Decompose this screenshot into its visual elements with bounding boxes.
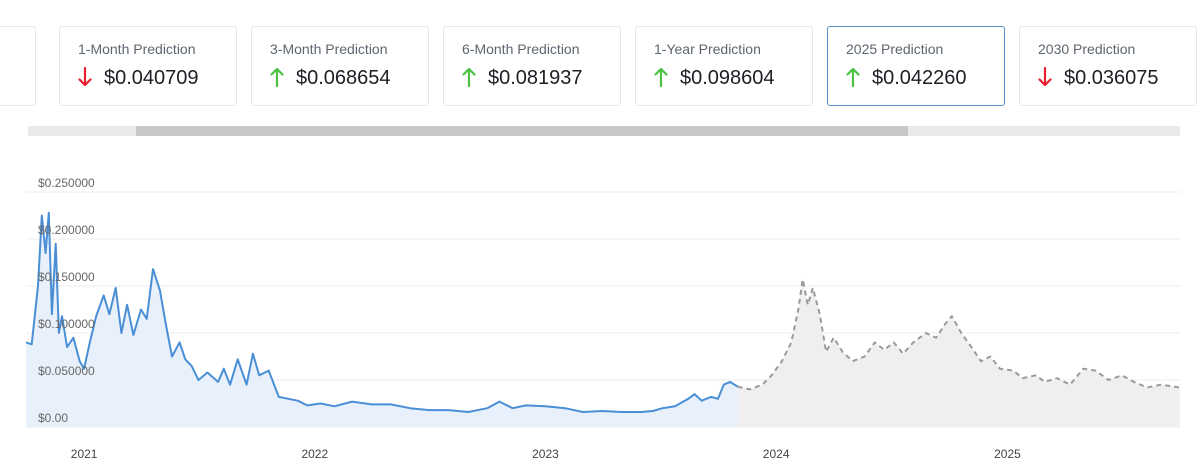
card-label: 1-Year Prediction: [654, 41, 761, 57]
card-label: 2025 Prediction: [846, 41, 944, 57]
prediction-card-1-month[interactable]: 1-Month Prediction $0.040709: [59, 26, 237, 106]
prediction-line: [737, 278, 1181, 391]
y-tick-label: $0.00: [38, 411, 68, 425]
arrow-up-icon: [654, 67, 668, 88]
x-tick-label: 2022: [301, 447, 328, 461]
x-tick-label: 2023: [532, 447, 559, 461]
card-value: $0.098604: [680, 67, 775, 89]
y-axis-ticks: $0.00 $0.050000 $0.100000 $0.150000 $0.20000…: [38, 176, 95, 425]
y-tick-label: $0.100000: [38, 317, 95, 331]
card-label: 2030 Prediction: [1038, 41, 1136, 57]
card-value: $0.081937: [488, 67, 583, 89]
cards-scrollbar[interactable]: [28, 126, 1180, 136]
prediction-card-2025[interactable]: 2025 Prediction $0.042260: [827, 26, 1005, 106]
arrow-up-icon: [462, 67, 476, 88]
scrollbar-thumb[interactable]: [136, 126, 908, 136]
card-value: $0.068654: [296, 67, 391, 89]
y-tick-label: $0.050000: [38, 364, 95, 378]
card-label: 6-Month Prediction: [462, 41, 580, 57]
prediction-area: [737, 279, 1180, 427]
historical-line: [25, 211, 739, 413]
lines: [25, 211, 1181, 413]
prediction-card-2030[interactable]: 2030 Prediction $0.036075: [1019, 26, 1197, 106]
x-tick-label: 2025: [994, 447, 1021, 461]
prediction-cards: 1-Month Prediction $0.040709 3-Month Pre…: [0, 0, 1200, 122]
x-tick-label: 2021: [71, 447, 98, 461]
price-chart: $0.00 $0.050000 $0.100000 $0.150000 $0.20000…: [25, 176, 1181, 461]
y-tick-label: $0.250000: [38, 176, 95, 190]
x-axis-ticks: 2021 2022 2023 2024 2025: [71, 447, 1021, 461]
areas: [26, 212, 1180, 427]
prediction-card-3-month[interactable]: 3-Month Prediction $0.068654: [251, 26, 429, 106]
prediction-card-6-month[interactable]: 6-Month Prediction $0.081937: [443, 26, 621, 106]
arrow-down-icon: [78, 66, 92, 87]
card-value: $0.036075: [1064, 67, 1159, 89]
prediction-card-1-year[interactable]: 1-Year Prediction $0.098604: [635, 26, 813, 106]
y-tick-label: $0.200000: [38, 223, 95, 237]
historical-area: [26, 212, 738, 427]
y-tick-label: $0.150000: [38, 270, 95, 284]
arrow-up-icon: [270, 67, 284, 88]
prediction-card-partial[interactable]: [0, 26, 36, 106]
card-label: 1-Month Prediction: [78, 41, 196, 57]
card-value: $0.040709: [104, 67, 199, 89]
x-tick-label: 2024: [763, 447, 790, 461]
card-value: $0.042260: [872, 67, 967, 89]
arrow-down-icon: [1038, 66, 1052, 87]
arrow-up-icon: [846, 67, 860, 88]
card-label: 3-Month Prediction: [270, 41, 388, 57]
